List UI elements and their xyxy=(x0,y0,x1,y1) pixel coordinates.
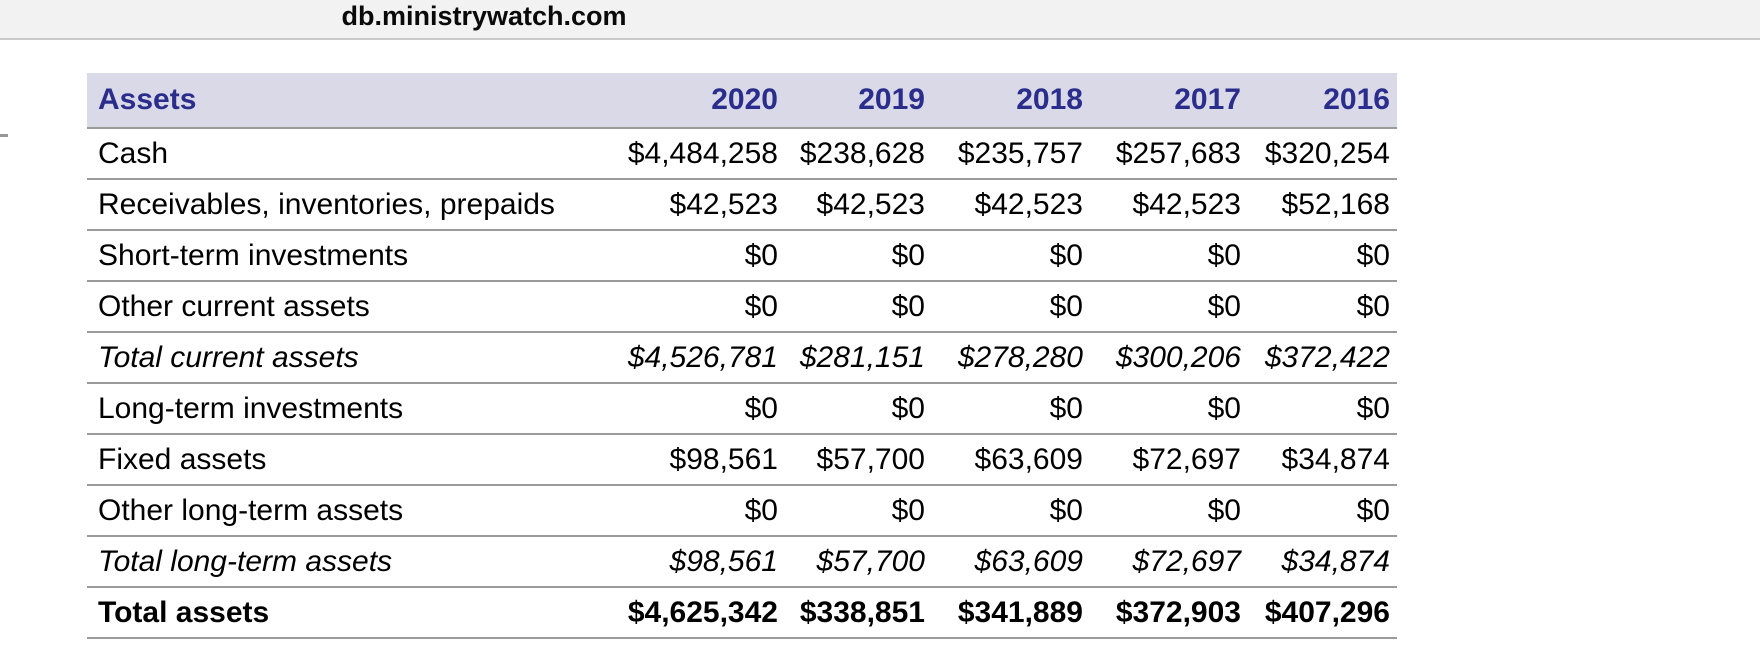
row-label: Cash xyxy=(87,128,590,180)
row-value: $372,422 xyxy=(1248,332,1397,384)
row-value: $341,889 xyxy=(932,587,1090,639)
column-header-assets: Assets xyxy=(87,73,590,129)
row-value: $0 xyxy=(590,230,785,282)
row-value: $52,168 xyxy=(1248,179,1397,231)
row-value: $63,609 xyxy=(932,536,1090,588)
row-value: $4,526,781 xyxy=(590,332,785,384)
table-row-cash: Cash $4,484,258 $238,628 $235,757 $257,6… xyxy=(87,128,1397,180)
row-value: $278,280 xyxy=(932,332,1090,384)
row-value: $42,523 xyxy=(1090,179,1248,231)
row-value: $0 xyxy=(1248,230,1397,282)
row-label: Fixed assets xyxy=(87,434,590,486)
row-value: $63,609 xyxy=(932,434,1090,486)
row-value: $34,874 xyxy=(1248,536,1397,588)
table-row-total-long-term-assets: Total long-term assets $98,561 $57,700 $… xyxy=(87,536,1397,588)
row-label: Other long-term assets xyxy=(87,485,590,537)
row-value: $0 xyxy=(590,281,785,333)
row-value: $238,628 xyxy=(785,128,932,180)
row-value: $4,625,342 xyxy=(590,587,785,639)
row-label: Receivables, inventories, prepaids xyxy=(87,179,590,231)
row-value: $281,151 xyxy=(785,332,932,384)
row-value: $0 xyxy=(1090,383,1248,435)
row-value: $372,903 xyxy=(1090,587,1248,639)
row-value: $42,523 xyxy=(785,179,932,231)
column-header-year-2016: 2016 xyxy=(1248,73,1397,129)
row-label: Total current assets xyxy=(87,332,590,384)
row-label: Total assets xyxy=(87,587,590,639)
table-row-fixed-assets: Fixed assets $98,561 $57,700 $63,609 $72… xyxy=(87,434,1397,486)
site-url-text: db.ministrywatch.com xyxy=(341,1,627,31)
row-value: $235,757 xyxy=(932,128,1090,180)
row-label: Other current assets xyxy=(87,281,590,333)
row-value: $0 xyxy=(932,230,1090,282)
row-value: $34,874 xyxy=(1248,434,1397,486)
print-header-bar: db.ministrywatch.com xyxy=(0,0,1760,40)
row-value: $0 xyxy=(785,230,932,282)
row-value: $0 xyxy=(1248,281,1397,333)
row-value: $0 xyxy=(932,383,1090,435)
table-row-other-long-term-assets: Other long-term assets $0 $0 $0 $0 $0 xyxy=(87,485,1397,537)
row-value: $257,683 xyxy=(1090,128,1248,180)
row-label: Short-term investments xyxy=(87,230,590,282)
column-header-year-2017: 2017 xyxy=(1090,73,1248,129)
row-value: $72,697 xyxy=(1090,536,1248,588)
row-value: $0 xyxy=(1248,485,1397,537)
row-value: $0 xyxy=(590,383,785,435)
table-row-total-assets: Total assets $4,625,342 $338,851 $341,88… xyxy=(87,587,1397,639)
row-value: $0 xyxy=(785,281,932,333)
table-header-row: Assets 2020 2019 2018 2017 2016 xyxy=(87,73,1397,129)
column-header-year-2020: 2020 xyxy=(590,73,785,129)
row-value: $407,296 xyxy=(1248,587,1397,639)
row-value: $0 xyxy=(590,485,785,537)
table-row-other-current-assets: Other current assets $0 $0 $0 $0 $0 xyxy=(87,281,1397,333)
row-value: $338,851 xyxy=(785,587,932,639)
row-value: $98,561 xyxy=(590,434,785,486)
column-header-year-2019: 2019 xyxy=(785,73,932,129)
row-value: $0 xyxy=(1090,281,1248,333)
table-row-long-term-investments: Long-term investments $0 $0 $0 $0 $0 xyxy=(87,383,1397,435)
assets-table-container: Assets 2020 2019 2018 2017 2016 Cash $4,… xyxy=(87,73,1397,639)
row-value: $0 xyxy=(785,383,932,435)
column-header-year-2018: 2018 xyxy=(932,73,1090,129)
left-tick-mark xyxy=(0,134,8,137)
row-value: $0 xyxy=(785,485,932,537)
table-row-receivables: Receivables, inventories, prepaids $42,5… xyxy=(87,179,1397,231)
row-value: $42,523 xyxy=(590,179,785,231)
row-value: $0 xyxy=(1090,485,1248,537)
row-value: $4,484,258 xyxy=(590,128,785,180)
row-value: $0 xyxy=(932,281,1090,333)
assets-financial-table: Assets 2020 2019 2018 2017 2016 Cash $4,… xyxy=(87,73,1397,639)
row-value: $0 xyxy=(932,485,1090,537)
row-value: $0 xyxy=(1248,383,1397,435)
table-row-short-term-investments: Short-term investments $0 $0 $0 $0 $0 xyxy=(87,230,1397,282)
row-label: Long-term investments xyxy=(87,383,590,435)
row-value: $320,254 xyxy=(1248,128,1397,180)
table-row-total-current-assets: Total current assets $4,526,781 $281,151… xyxy=(87,332,1397,384)
row-value: $72,697 xyxy=(1090,434,1248,486)
row-value: $98,561 xyxy=(590,536,785,588)
row-value: $57,700 xyxy=(785,536,932,588)
row-value: $0 xyxy=(1090,230,1248,282)
row-value: $57,700 xyxy=(785,434,932,486)
row-label: Total long-term assets xyxy=(87,536,590,588)
row-value: $300,206 xyxy=(1090,332,1248,384)
row-value: $42,523 xyxy=(932,179,1090,231)
